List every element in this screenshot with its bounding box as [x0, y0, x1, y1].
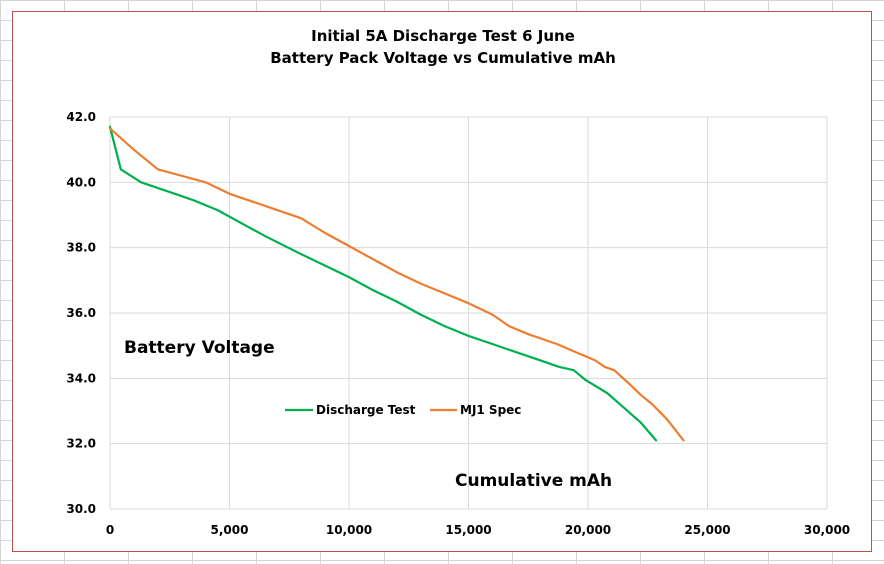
chart-subtitle: Battery Pack Voltage vs Cumulative mAh [270, 49, 616, 67]
chart-frame: Initial 5A Discharge Test 6 June Battery… [12, 11, 872, 552]
horizontal-gridlines [110, 116, 827, 510]
chart-title: Initial 5A Discharge Test 6 June [311, 27, 575, 45]
y-tick-label: 38.0 [66, 241, 96, 255]
chart-title-block: Initial 5A Discharge Test 6 June Battery… [13, 25, 873, 69]
x-tick-label: 10,000 [326, 523, 372, 537]
legend-label-mj1-spec: MJ1 Spec [460, 403, 521, 417]
legend: Discharge Test MJ1 Spec [285, 403, 521, 417]
y-axis-tick-labels: 30.0 32.0 34.0 36.0 38.0 40.0 42.0 [66, 110, 96, 516]
y-tick-label: 36.0 [66, 306, 96, 320]
y-tick-label: 30.0 [66, 502, 96, 516]
x-tick-label: 0 [106, 523, 114, 537]
y-tick-label: 42.0 [66, 110, 96, 124]
y-tick-label: 32.0 [66, 437, 96, 451]
plot-area: 0 5,000 10,000 15,000 20,000 25,000 30,000 30.… [66, 110, 850, 537]
x-axis-tick-labels: 0 5,000 10,000 15,000 20,000 25,000 30,000 [106, 523, 850, 537]
series-line-mj1-spec [108, 127, 685, 442]
legend-label-discharge-test: Discharge Test [316, 403, 416, 417]
x-tick-label: 15,000 [445, 523, 491, 537]
y-tick-label: 40.0 [66, 175, 96, 189]
x-axis-label: Cumulative mAh [455, 471, 612, 491]
x-tick-label: 25,000 [684, 523, 730, 537]
y-axis-label: Battery Voltage [124, 338, 275, 358]
series-lines [108, 125, 685, 442]
y-tick-label: 34.0 [66, 371, 96, 385]
x-tick-label: 20,000 [565, 523, 611, 537]
x-tick-label: 30,000 [804, 523, 850, 537]
x-tick-label: 5,000 [211, 523, 249, 537]
series-line-discharge-test [108, 125, 658, 442]
